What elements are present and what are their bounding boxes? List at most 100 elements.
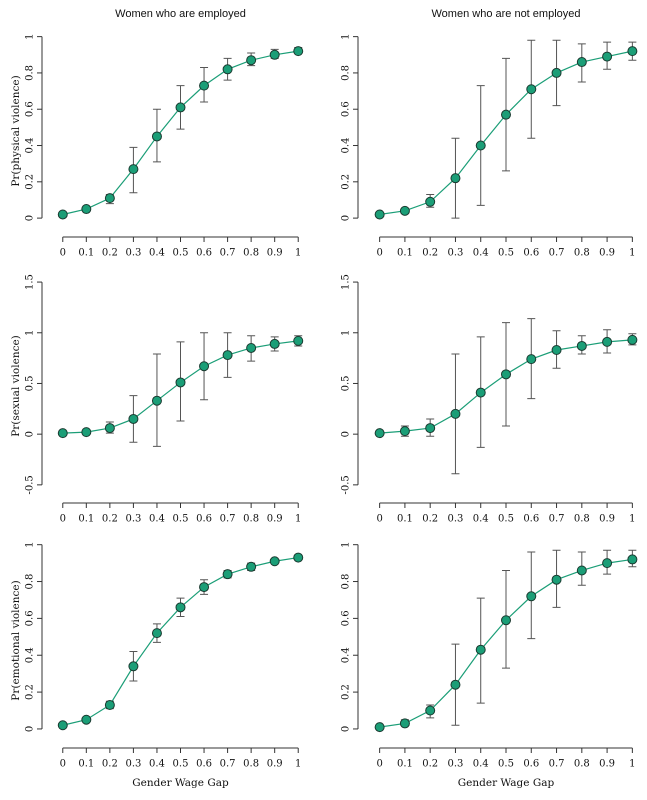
y-axis-label: Pr(emotional violence) — [10, 580, 22, 700]
line — [62, 50, 299, 216]
point — [602, 336, 613, 347]
point — [399, 426, 410, 437]
x-tick-label: 0 — [60, 514, 66, 525]
point — [151, 628, 162, 639]
y-tick-label: 1 — [341, 330, 352, 336]
point — [175, 602, 186, 613]
x-tick-label: 1 — [629, 759, 635, 770]
x-tick-label: 0 — [376, 514, 382, 525]
x-tick-label: 0 — [60, 248, 66, 259]
point — [501, 615, 511, 626]
point — [475, 140, 486, 151]
panel-title: Women who are employed — [115, 8, 246, 20]
x-tick-label: 1 — [295, 248, 301, 259]
point — [526, 354, 537, 365]
x-axis-label: Gender Wage Gap — [132, 777, 229, 789]
x-tick-label: 0.6 — [523, 248, 539, 259]
point — [81, 427, 92, 438]
y-tick-label: -0.5 — [341, 475, 352, 494]
x-tick-label: 0.7 — [220, 248, 236, 259]
point — [425, 196, 436, 207]
x-tick-label: 0.1 — [78, 514, 94, 525]
y-tick-label: 0 — [25, 726, 36, 732]
x-tick-label: 0.2 — [102, 514, 118, 525]
x-tick-label: 0.1 — [78, 759, 94, 770]
point — [246, 342, 257, 353]
y-tick-label: 0.6 — [341, 610, 352, 626]
x-tick-label: 0.2 — [422, 759, 438, 770]
x-tick-label: 0.5 — [498, 759, 514, 770]
x-tick-label: 0.4 — [473, 514, 489, 525]
x-tick-label: 0.6 — [523, 514, 539, 525]
point — [551, 67, 562, 78]
x-tick-label: 0.7 — [549, 514, 565, 525]
y-tick-label: 0.5 — [341, 376, 352, 392]
x-tick-label: 0.2 — [422, 248, 438, 259]
x-tick-label: 0.1 — [397, 759, 413, 770]
point — [199, 361, 210, 372]
x-tick-label: 1 — [629, 248, 635, 259]
point — [222, 64, 233, 75]
x-tick-label: 0.1 — [397, 514, 413, 525]
x-tick-label: 0.3 — [125, 248, 141, 259]
point — [374, 722, 385, 733]
x-tick-label: 0.4 — [149, 514, 165, 525]
y-tick-label: 1 — [341, 33, 352, 39]
point — [57, 720, 68, 731]
point — [128, 164, 139, 175]
point — [576, 340, 587, 351]
point — [199, 80, 210, 91]
y-axis-label: Pr(physical violence) — [10, 75, 22, 186]
point — [175, 102, 186, 113]
y-tick-label: 0.4 — [25, 138, 36, 154]
point — [128, 413, 139, 424]
x-tick-label: 1 — [295, 759, 301, 770]
point — [57, 209, 68, 220]
y-tick-label: 0.2 — [25, 174, 36, 190]
point — [81, 204, 92, 215]
x-tick-label: 0.9 — [599, 514, 615, 525]
x-tick-label: 0.6 — [196, 514, 212, 525]
x-tick-label: 0 — [376, 759, 382, 770]
point — [602, 558, 613, 569]
x-tick-label: 0.3 — [448, 759, 464, 770]
x-tick-label: 0.5 — [498, 514, 514, 525]
y-tick-label: 1 — [25, 330, 36, 336]
point — [222, 569, 233, 580]
point — [399, 718, 410, 729]
point — [269, 338, 280, 349]
y-tick-label: 0.4 — [341, 138, 352, 154]
point — [151, 395, 162, 406]
x-tick-label: 0.5 — [498, 248, 514, 259]
x-tick-label: 0.9 — [267, 514, 283, 525]
point — [293, 335, 304, 346]
point — [128, 661, 139, 672]
y-tick-label: 0.5 — [25, 376, 36, 392]
x-tick-label: 0.5 — [173, 759, 189, 770]
y-tick-label: 0.2 — [341, 174, 352, 190]
point — [293, 552, 304, 563]
x-tick-label: 0.5 — [173, 248, 189, 259]
point — [151, 131, 162, 142]
point — [246, 561, 257, 572]
point — [576, 565, 587, 576]
point — [425, 705, 436, 716]
y-tick-label: 0.2 — [25, 684, 36, 700]
y-tick-label: 0 — [341, 726, 352, 732]
point — [57, 428, 68, 439]
x-tick-label: 1 — [295, 514, 301, 525]
x-tick-label: 0 — [60, 759, 66, 770]
x-tick-label: 0.8 — [574, 514, 590, 525]
x-tick-label: 0.3 — [125, 514, 141, 525]
y-tick-label: 0.8 — [341, 65, 352, 81]
y-tick-label: 1 — [25, 33, 36, 39]
x-tick-label: 0.8 — [243, 759, 259, 770]
point — [222, 350, 233, 361]
x-tick-label: 0.9 — [599, 248, 615, 259]
y-tick-label: 0.8 — [341, 574, 352, 590]
x-tick-label: 0.1 — [78, 248, 94, 259]
point — [551, 574, 562, 585]
y-tick-label: 0.6 — [25, 101, 36, 117]
point — [269, 49, 280, 60]
